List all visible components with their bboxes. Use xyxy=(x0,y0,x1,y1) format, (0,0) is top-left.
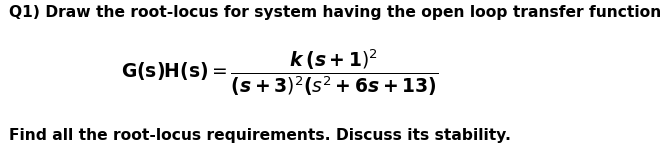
Text: Q1) Draw the root-locus for system having the open loop transfer function given : Q1) Draw the root-locus for system havin… xyxy=(9,5,665,19)
Text: $\mathbf{G(s)H(s)} = \dfrac{\boldsymbol{k\,(s+1)^2}}{\boldsymbol{(s+3)^2(s^2+6s+: $\mathbf{G(s)H(s)} = \dfrac{\boldsymbol{… xyxy=(121,47,438,98)
Text: Find all the root-locus requirements. Discuss its stability.: Find all the root-locus requirements. Di… xyxy=(9,129,511,143)
